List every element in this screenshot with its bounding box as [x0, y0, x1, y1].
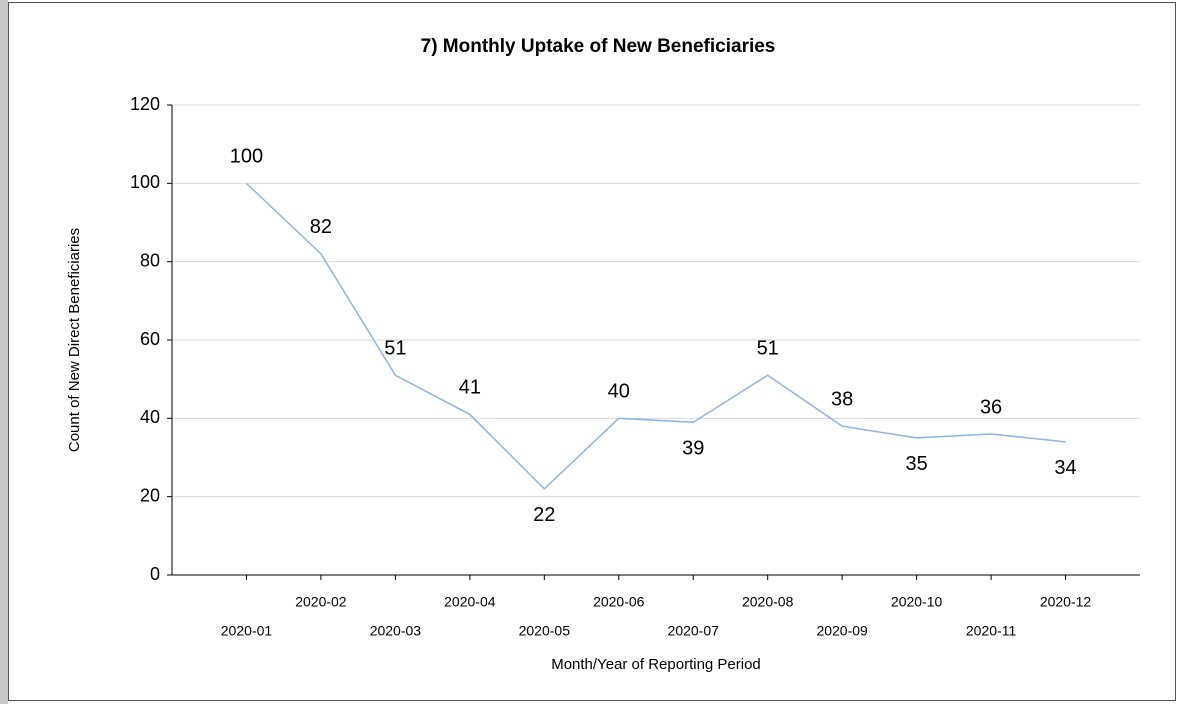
- series-line: [245, 182, 1066, 490]
- data-label: 82: [310, 216, 332, 238]
- x-tick-label: 2020-07: [668, 623, 720, 639]
- x-tick-label: 2020-02: [295, 594, 347, 610]
- data-label: 39: [682, 438, 704, 460]
- frame: [8, 2, 1176, 701]
- x-tick-label: 2020-12: [1040, 594, 1092, 610]
- data-label: 51: [384, 338, 406, 360]
- y-tick-label: 40: [140, 407, 160, 427]
- data-label: 22: [533, 504, 555, 526]
- data-label: 36: [980, 396, 1002, 418]
- side-bar: [0, 0, 8, 704]
- y-tick-label: 120: [130, 94, 160, 114]
- data-label: 41: [459, 377, 481, 399]
- x-tick-label: 2020-10: [891, 594, 943, 610]
- x-tick-label: 2020-09: [816, 623, 868, 639]
- x-tick-label: 2020-03: [370, 623, 422, 639]
- y-tick-label: 60: [140, 329, 160, 349]
- y-tick-label: 80: [140, 250, 160, 270]
- x-tick-label: 2020-01: [221, 623, 273, 639]
- y-tick-label: 100: [130, 172, 160, 192]
- data-label: 34: [1054, 457, 1076, 479]
- y-tick-label: 20: [140, 485, 160, 505]
- x-tick-label: 2020-05: [519, 623, 571, 639]
- x-tick-label: 2020-08: [742, 594, 794, 610]
- x-tick-label: 2020-06: [593, 594, 645, 610]
- x-tick-label: 2020-11: [966, 623, 1017, 639]
- y-axis-label: Count of New Direct Beneficiaries: [66, 228, 83, 452]
- y-tick-label: 0: [150, 564, 160, 584]
- x-axis-label: Month/Year of Reporting Period: [551, 656, 761, 673]
- data-label: 100: [230, 146, 263, 168]
- data-label: 40: [608, 381, 630, 403]
- data-label: 35: [905, 453, 927, 475]
- x-tick-label: 2020-04: [444, 594, 496, 610]
- chart-title: 7) Monthly Uptake of New Beneficiaries: [421, 36, 776, 57]
- data-label: 38: [831, 388, 853, 410]
- data-label: 51: [757, 338, 779, 360]
